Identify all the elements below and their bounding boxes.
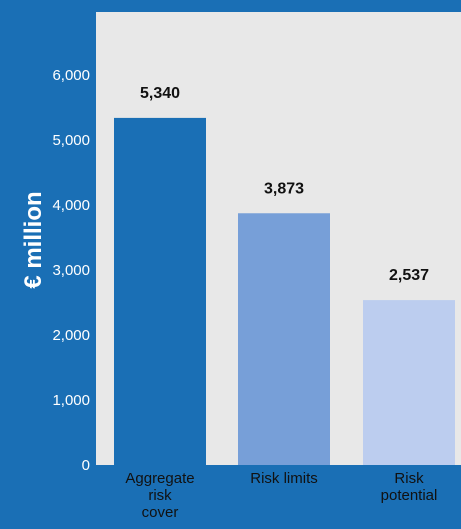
y-tick-label: 2,000 (52, 327, 90, 344)
bar (114, 117, 206, 466)
x-tick-label: Risk potential (380, 470, 438, 504)
x-tick-label: Risk limits (250, 470, 318, 487)
bar-value-label: 2,537 (389, 267, 429, 284)
header-strip (0, 0, 461, 12)
y-tick-label: 6,000 (52, 67, 90, 84)
y-tick-label: 0 (82, 457, 90, 474)
bar-value-label: 5,340 (140, 85, 180, 102)
y-tick-label: 4,000 (52, 197, 90, 214)
bar (363, 300, 455, 465)
x-tick-label: Aggregate risk cover (125, 470, 195, 521)
y-axis-label: € million (20, 191, 47, 289)
bar-value-label: 3,873 (264, 180, 304, 197)
y-tick-label: 3,000 (52, 262, 90, 279)
bar (238, 213, 330, 465)
y-tick-label: 5,000 (52, 132, 90, 149)
y-tick-label: 1,000 (52, 392, 90, 409)
